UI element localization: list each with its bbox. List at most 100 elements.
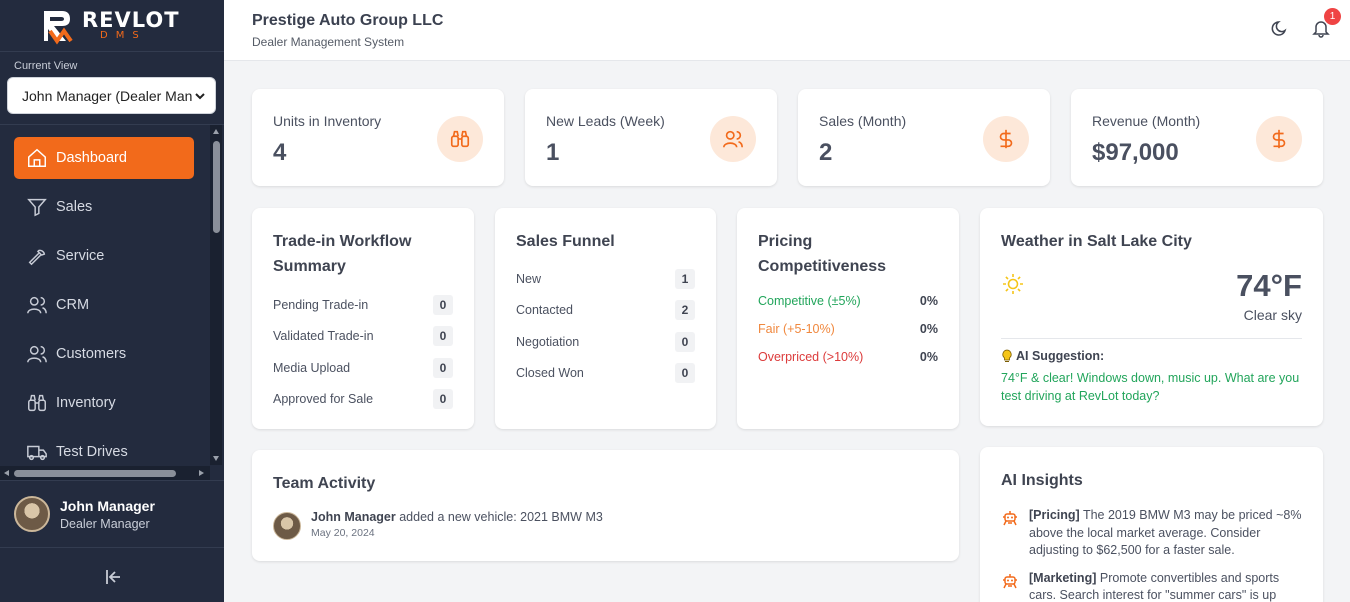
weather-card: Weather in Salt Lake City 74°F Clear sky…: [980, 208, 1323, 426]
sidebar-item-label: Service: [56, 248, 105, 264]
team-activity-card: Team Activity John Manager added a new v…: [252, 450, 959, 561]
stat-value: 2: [819, 139, 833, 166]
tradein-row: Media Upload 0: [273, 352, 453, 384]
sidebar-item-inventory[interactable]: Inventory: [14, 382, 194, 424]
scroll-left-icon[interactable]: [4, 470, 9, 476]
dollar-icon: [1272, 129, 1286, 149]
binoculars-icon: [28, 394, 46, 412]
scroll-up-icon[interactable]: [213, 129, 219, 134]
insight-text: The 2019 BMW M3 may be priced ~8% above …: [1029, 508, 1302, 557]
scrollbar-thumb[interactable]: [213, 141, 220, 233]
stat-card-revenue: Revenue (Month) $97,000: [1071, 89, 1323, 186]
ai-suggestion-label: AI Suggestion:: [1016, 349, 1105, 363]
row-count: 1: [675, 268, 695, 289]
stat-card-leads: New Leads (Week) 1: [525, 89, 777, 186]
sidebar-item-customers[interactable]: Customers: [14, 333, 194, 375]
pricing-row: Overpriced (>10%) 0%: [758, 343, 938, 371]
row-label: Contacted: [516, 303, 573, 318]
card-title: Pricing Competitiveness: [758, 233, 887, 275]
insight-tag: [Marketing]: [1029, 570, 1097, 585]
pricing-row: Competitive (±5%) 0%: [758, 287, 938, 315]
row-label: Negotiation: [516, 334, 580, 349]
truck-icon: [27, 445, 47, 461]
stat-label: Units in Inventory: [273, 113, 382, 129]
company-name: Prestige Auto Group LLC: [252, 12, 444, 29]
card-title: Trade-in Workflow Summary: [273, 233, 412, 275]
stat-icon-wrapper: [437, 116, 483, 162]
user-profile[interactable]: John Manager Dealer Manager: [0, 480, 224, 548]
row-count: 0: [433, 326, 453, 347]
sidebar-item-dashboard[interactable]: Dashboard: [14, 137, 194, 179]
funnel-row: Negotiation 0: [516, 326, 695, 358]
card-title: Sales Funnel: [516, 233, 615, 250]
moon-icon[interactable]: [1270, 18, 1290, 38]
row-label: Media Upload: [273, 360, 351, 375]
row-label: Validated Trade-in: [273, 329, 374, 344]
user-name: John Manager: [60, 497, 155, 514]
lightbulb-icon: [1002, 349, 1012, 362]
users-icon: [27, 296, 47, 314]
sidebar-item-label: Sales: [56, 199, 93, 215]
stat-label: Revenue (Month): [1092, 113, 1201, 129]
current-view-label: Current View: [14, 60, 78, 72]
revlot-logo-icon: [44, 10, 73, 44]
stat-card-sales: Sales (Month) 2: [798, 89, 1050, 186]
row-count: 0: [433, 294, 453, 315]
home-icon: [28, 148, 46, 167]
users-icon: [723, 130, 743, 148]
funnel-row: Closed Won 0: [516, 358, 695, 390]
row-label: New: [516, 271, 542, 286]
top-header: Prestige Auto Group LLC Dealer Managemen…: [224, 0, 1350, 61]
activity-user: John Manager: [311, 510, 396, 524]
pricing-label-overpriced: Overpriced (>10%): [758, 350, 864, 364]
sidebar-nav: Dashboard Sales Service CRM Customers In…: [0, 124, 224, 480]
stat-value: 1: [546, 139, 560, 166]
dollar-icon: [999, 129, 1013, 149]
stat-card-inventory: Units in Inventory 4: [252, 89, 504, 186]
tradein-summary-card: Trade-in Workflow Summary Pending Trade-…: [252, 208, 474, 429]
current-view-select[interactable]: John Manager (Dealer Manager): [7, 77, 216, 114]
brand-name: REVLOT: [82, 7, 180, 32]
stat-icon-wrapper: [983, 116, 1029, 162]
sidebar-item-crm[interactable]: CRM: [14, 284, 194, 326]
tradein-row: Validated Trade-in 0: [273, 321, 453, 353]
scroll-down-icon[interactable]: [213, 456, 219, 461]
avatar: [273, 512, 301, 540]
wrench-icon: [28, 249, 46, 266]
sidebar-horizontal-scrollbar[interactable]: [0, 466, 210, 480]
sidebar-item-label: Test Drives: [56, 444, 128, 460]
stat-label: New Leads (Week): [546, 113, 665, 129]
pricing-row: Fair (+5-10%) 0%: [758, 315, 938, 343]
logo[interactable]: REVLOT DMS: [0, 0, 224, 52]
sidebar-item-label: Inventory: [56, 395, 116, 411]
tradein-row: Pending Trade-in 0: [273, 289, 453, 321]
robot-icon: [1003, 511, 1017, 526]
notification-badge: 1: [1324, 8, 1341, 25]
sun-icon: [1003, 274, 1023, 294]
sidebar-item-test-drives[interactable]: Test Drives: [14, 431, 194, 473]
sidebar-item-sales[interactable]: Sales: [14, 186, 194, 228]
row-label: Approved for Sale: [273, 392, 374, 407]
stat-icon-wrapper: [710, 116, 756, 162]
robot-icon: [1003, 573, 1017, 588]
sidebar-item-service[interactable]: Service: [14, 235, 194, 277]
row-label: Pending Trade-in: [273, 297, 369, 312]
stat-value: 4: [273, 139, 287, 166]
sidebar-item-label: CRM: [56, 297, 90, 313]
pricing-competitiveness-card: Pricing Competitiveness Competitive (±5%…: [737, 208, 959, 429]
sidebar-vertical-scrollbar[interactable]: [210, 125, 222, 465]
current-view: Current View John Manager (Dealer Manage…: [0, 52, 224, 114]
row-count: 0: [433, 357, 453, 378]
weather-condition: Clear sky: [1243, 307, 1302, 323]
scroll-right-icon[interactable]: [199, 470, 204, 476]
ai-suggestion-text: 74°F & clear! Windows down, music up. Wh…: [1001, 371, 1300, 403]
row-count: 2: [675, 300, 695, 321]
bell-icon[interactable]: [1311, 18, 1331, 38]
tradein-row: Approved for Sale 0: [273, 384, 453, 416]
scrollbar-thumb[interactable]: [14, 470, 176, 477]
activity-date: May 20, 2024: [311, 527, 375, 539]
collapse-sidebar-icon[interactable]: [102, 566, 124, 588]
insight-text: Promote convertibles and sports cars. Se…: [1029, 570, 1280, 602]
activity-item: John Manager added a new vehicle: 2021 B…: [273, 510, 938, 540]
funnel-row: Contacted 2: [516, 295, 695, 327]
